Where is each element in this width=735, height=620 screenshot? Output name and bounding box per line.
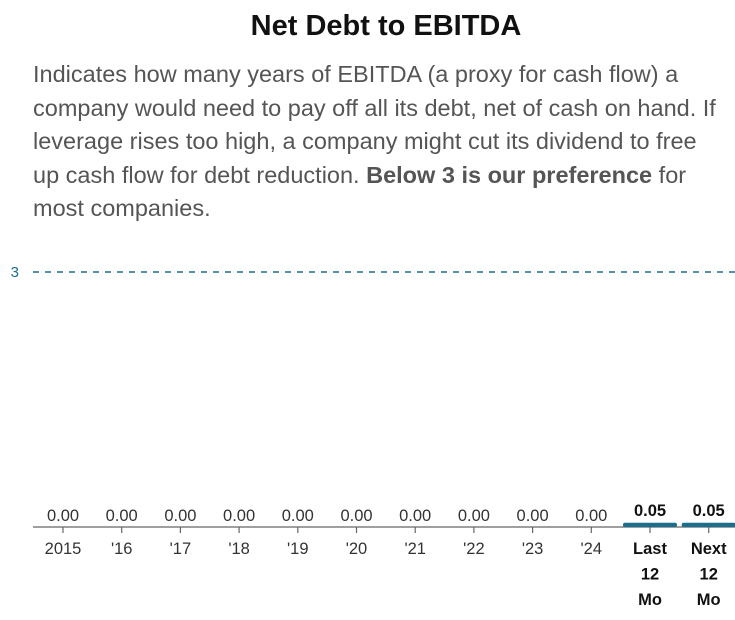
- value-label-0: 0.00: [47, 507, 79, 525]
- category-label-1: '16: [111, 540, 133, 558]
- category-label-3: '18: [228, 540, 250, 558]
- category-label-0: 2015: [45, 540, 82, 558]
- description-tail: for most companies.: [33, 161, 687, 222]
- value-label-10: 0.05: [634, 502, 666, 520]
- category-label-4: '19: [287, 540, 309, 558]
- category-label-11: Next 12 Mo: [691, 540, 727, 609]
- bar-11: [681, 522, 735, 527]
- value-label-11: 0.05: [693, 502, 725, 520]
- value-label-8: 0.00: [517, 507, 549, 525]
- value-label-9: 0.00: [575, 507, 607, 525]
- category-label-2: '17: [170, 540, 192, 558]
- category-label-6: '21: [404, 540, 426, 558]
- category-label-9: '24: [581, 540, 603, 558]
- value-label-3: 0.00: [223, 507, 255, 525]
- category-label-7: '22: [463, 540, 485, 558]
- value-label-5: 0.00: [340, 507, 372, 525]
- description-text: Indicates how many years of EBITDA (a pr…: [33, 61, 716, 188]
- bar-10: [623, 522, 677, 527]
- value-label-4: 0.00: [282, 507, 314, 525]
- description-bold: Below 3 is our preference: [366, 161, 653, 188]
- value-label-2: 0.00: [164, 507, 196, 525]
- chart-description: Indicates how many years of EBITDA (a pr…: [33, 58, 723, 226]
- reference-line-label: 3: [11, 264, 19, 281]
- value-label-6: 0.00: [399, 507, 431, 525]
- category-label-10: Last 12 Mo: [633, 540, 667, 609]
- category-label-5: '20: [346, 540, 368, 558]
- value-label-1: 0.00: [106, 507, 138, 525]
- chart-title: Net Debt to EBITDA: [250, 10, 522, 42]
- value-label-7: 0.00: [458, 507, 490, 525]
- category-label-8: '23: [522, 540, 544, 558]
